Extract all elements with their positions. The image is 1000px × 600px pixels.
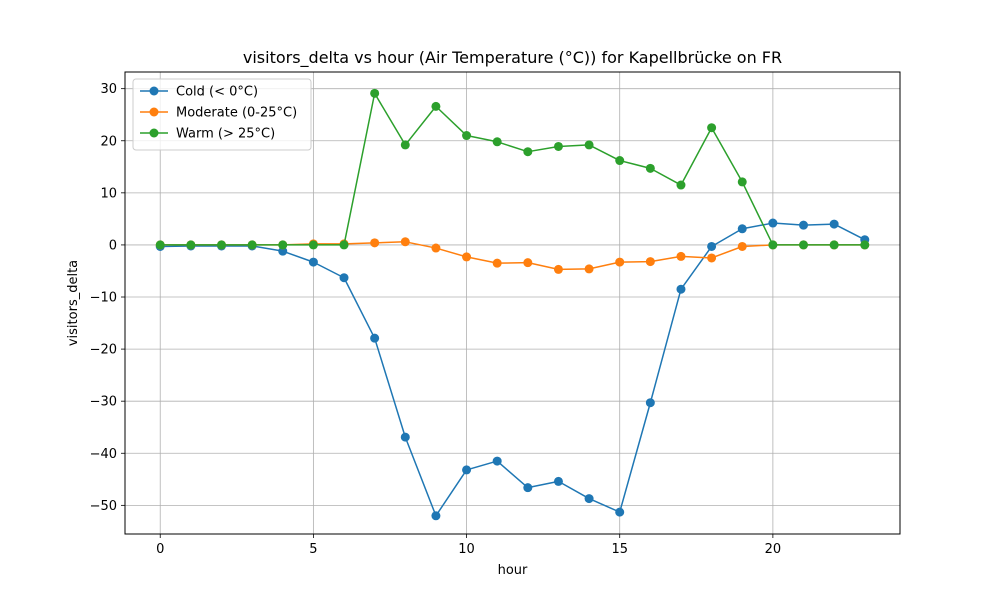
series-layer — [155, 88, 870, 521]
data-point — [645, 163, 655, 173]
chart-title: visitors_delta vs hour (Air Temperature … — [243, 48, 782, 68]
y-tick-label: 10 — [100, 186, 117, 201]
y-tick-label: −40 — [90, 447, 117, 462]
data-point — [584, 494, 594, 504]
x-tick-label: 15 — [611, 542, 628, 557]
legend-label: Warm (> 25°C) — [176, 127, 275, 142]
data-point — [615, 156, 625, 166]
data-point — [584, 140, 594, 150]
legend-marker — [149, 86, 159, 96]
data-point — [615, 507, 625, 517]
y-tick-label: 20 — [100, 134, 117, 149]
data-point — [553, 476, 563, 486]
data-point — [799, 240, 809, 250]
data-point — [523, 258, 533, 268]
y-tick-label: −30 — [90, 395, 117, 410]
data-point — [492, 137, 502, 147]
y-axis-label: visitors_delta — [66, 260, 81, 346]
data-point — [278, 240, 288, 250]
x-tick-label: 0 — [156, 542, 164, 557]
y-tick-label: 0 — [109, 238, 117, 253]
x-tick-label: 10 — [458, 542, 475, 557]
legend-label: Moderate (0-25°C) — [176, 106, 297, 121]
x-axis-label: hour — [498, 563, 528, 578]
data-point — [799, 220, 809, 230]
data-point — [462, 252, 472, 262]
data-point — [737, 224, 747, 234]
legend-item: Warm (> 25°C) — [140, 127, 275, 142]
data-point — [278, 246, 288, 256]
data-point — [247, 240, 257, 250]
data-point — [492, 258, 502, 268]
y-tick-label: −20 — [90, 343, 117, 358]
data-point — [829, 240, 839, 250]
data-point — [339, 273, 349, 283]
y-tick-label: 30 — [100, 82, 117, 97]
data-point — [553, 141, 563, 151]
series-line — [160, 92, 865, 246]
data-point — [707, 123, 717, 133]
data-point — [186, 240, 196, 250]
data-point — [431, 511, 441, 521]
data-point — [707, 253, 717, 263]
data-point — [676, 180, 686, 190]
data-point — [462, 465, 472, 475]
legend-marker — [149, 128, 159, 138]
legend-label: Cold (< 0°C) — [176, 85, 258, 100]
data-point — [308, 240, 318, 250]
y-tick-label: −50 — [90, 499, 117, 514]
data-point — [431, 243, 441, 253]
data-point — [768, 240, 778, 250]
data-point — [370, 333, 380, 343]
data-point — [308, 257, 318, 267]
data-point — [737, 241, 747, 251]
x-tick-label: 5 — [309, 542, 317, 557]
data-point — [829, 219, 839, 229]
legend-marker — [149, 107, 159, 117]
data-point — [707, 241, 717, 251]
data-point — [155, 240, 165, 250]
data-point — [216, 240, 226, 250]
data-point — [860, 240, 870, 250]
axis-ticks: 0 5 10 15 20 −50 −40 −30 −20 −10 0 10 20 30 — [90, 82, 782, 557]
data-point — [431, 101, 441, 111]
data-point — [645, 398, 655, 408]
data-point — [676, 251, 686, 261]
data-point — [553, 264, 563, 274]
data-point — [462, 131, 472, 141]
legend-box — [132, 78, 312, 151]
data-point — [768, 218, 778, 228]
data-point — [370, 88, 380, 98]
data-point — [400, 237, 410, 247]
data-point — [737, 177, 747, 187]
data-point — [645, 257, 655, 267]
data-point — [400, 432, 410, 442]
x-tick-label: 20 — [765, 542, 782, 557]
plot-frame — [124, 71, 901, 535]
data-point — [584, 264, 594, 274]
y-tick-label: −10 — [90, 291, 117, 306]
series-line — [160, 222, 866, 517]
legend-item: Moderate (0-25°C) — [140, 106, 297, 121]
data-point — [492, 456, 502, 466]
data-point — [615, 257, 625, 267]
data-point — [339, 240, 349, 250]
data-point — [400, 140, 410, 150]
legend: Cold (< 0°C) Moderate (0-25°C) Warm (> 25°… — [132, 78, 312, 151]
series-2 — [155, 88, 870, 250]
data-point — [523, 483, 533, 493]
data-point — [370, 238, 380, 248]
data-point — [523, 147, 533, 157]
data-point — [676, 284, 686, 294]
legend-item: Cold (< 0°C) — [140, 85, 258, 100]
